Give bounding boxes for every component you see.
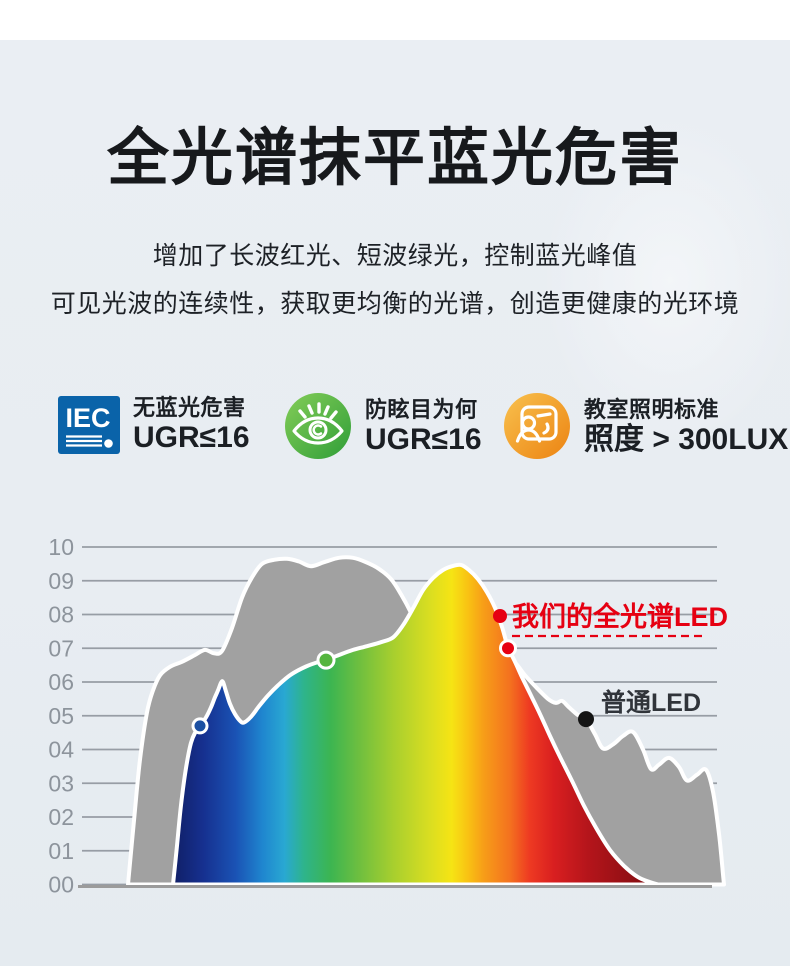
eye-icon [285, 393, 351, 459]
background-glow [540, 110, 790, 450]
badge-anti-glare-line1: 防眩目为何 [365, 396, 478, 422]
badge-anti-glare: 防眩目为何 UGR≤16 [284, 392, 482, 460]
badge-anti-glare-line2: UGR≤16 [365, 422, 482, 456]
subtitle-line-1: 增加了长波红光、短波绿光，控制蓝光峰值 [152, 242, 638, 270]
badge-classroom-line2: 照度 > 300LUX [584, 422, 789, 456]
badge-classroom-line1: 教室照明标准 [584, 396, 720, 422]
iec-logo-lines [66, 434, 102, 447]
badge-iec-line1: 无蓝光危害 [133, 395, 246, 420]
iec-logo-text: IEC [65, 403, 110, 433]
badge-classroom: 教室照明标准 照度 > 300LUX [503, 392, 788, 460]
iec-logo-icon: IEC [58, 395, 120, 454]
page-title: 全光谱抹平蓝光危害 [106, 124, 683, 193]
subtitle-line-2: 可见光波的连续性，获取更均衡的光谱，创造更健康的光环境 [50, 290, 740, 318]
classroom-icon [504, 393, 570, 459]
badge-iec-line2: UGR≤16 [133, 421, 250, 454]
badge-iec: IEC 无蓝光危害 UGR≤16 [58, 395, 250, 454]
iec-logo-dot [104, 438, 113, 448]
